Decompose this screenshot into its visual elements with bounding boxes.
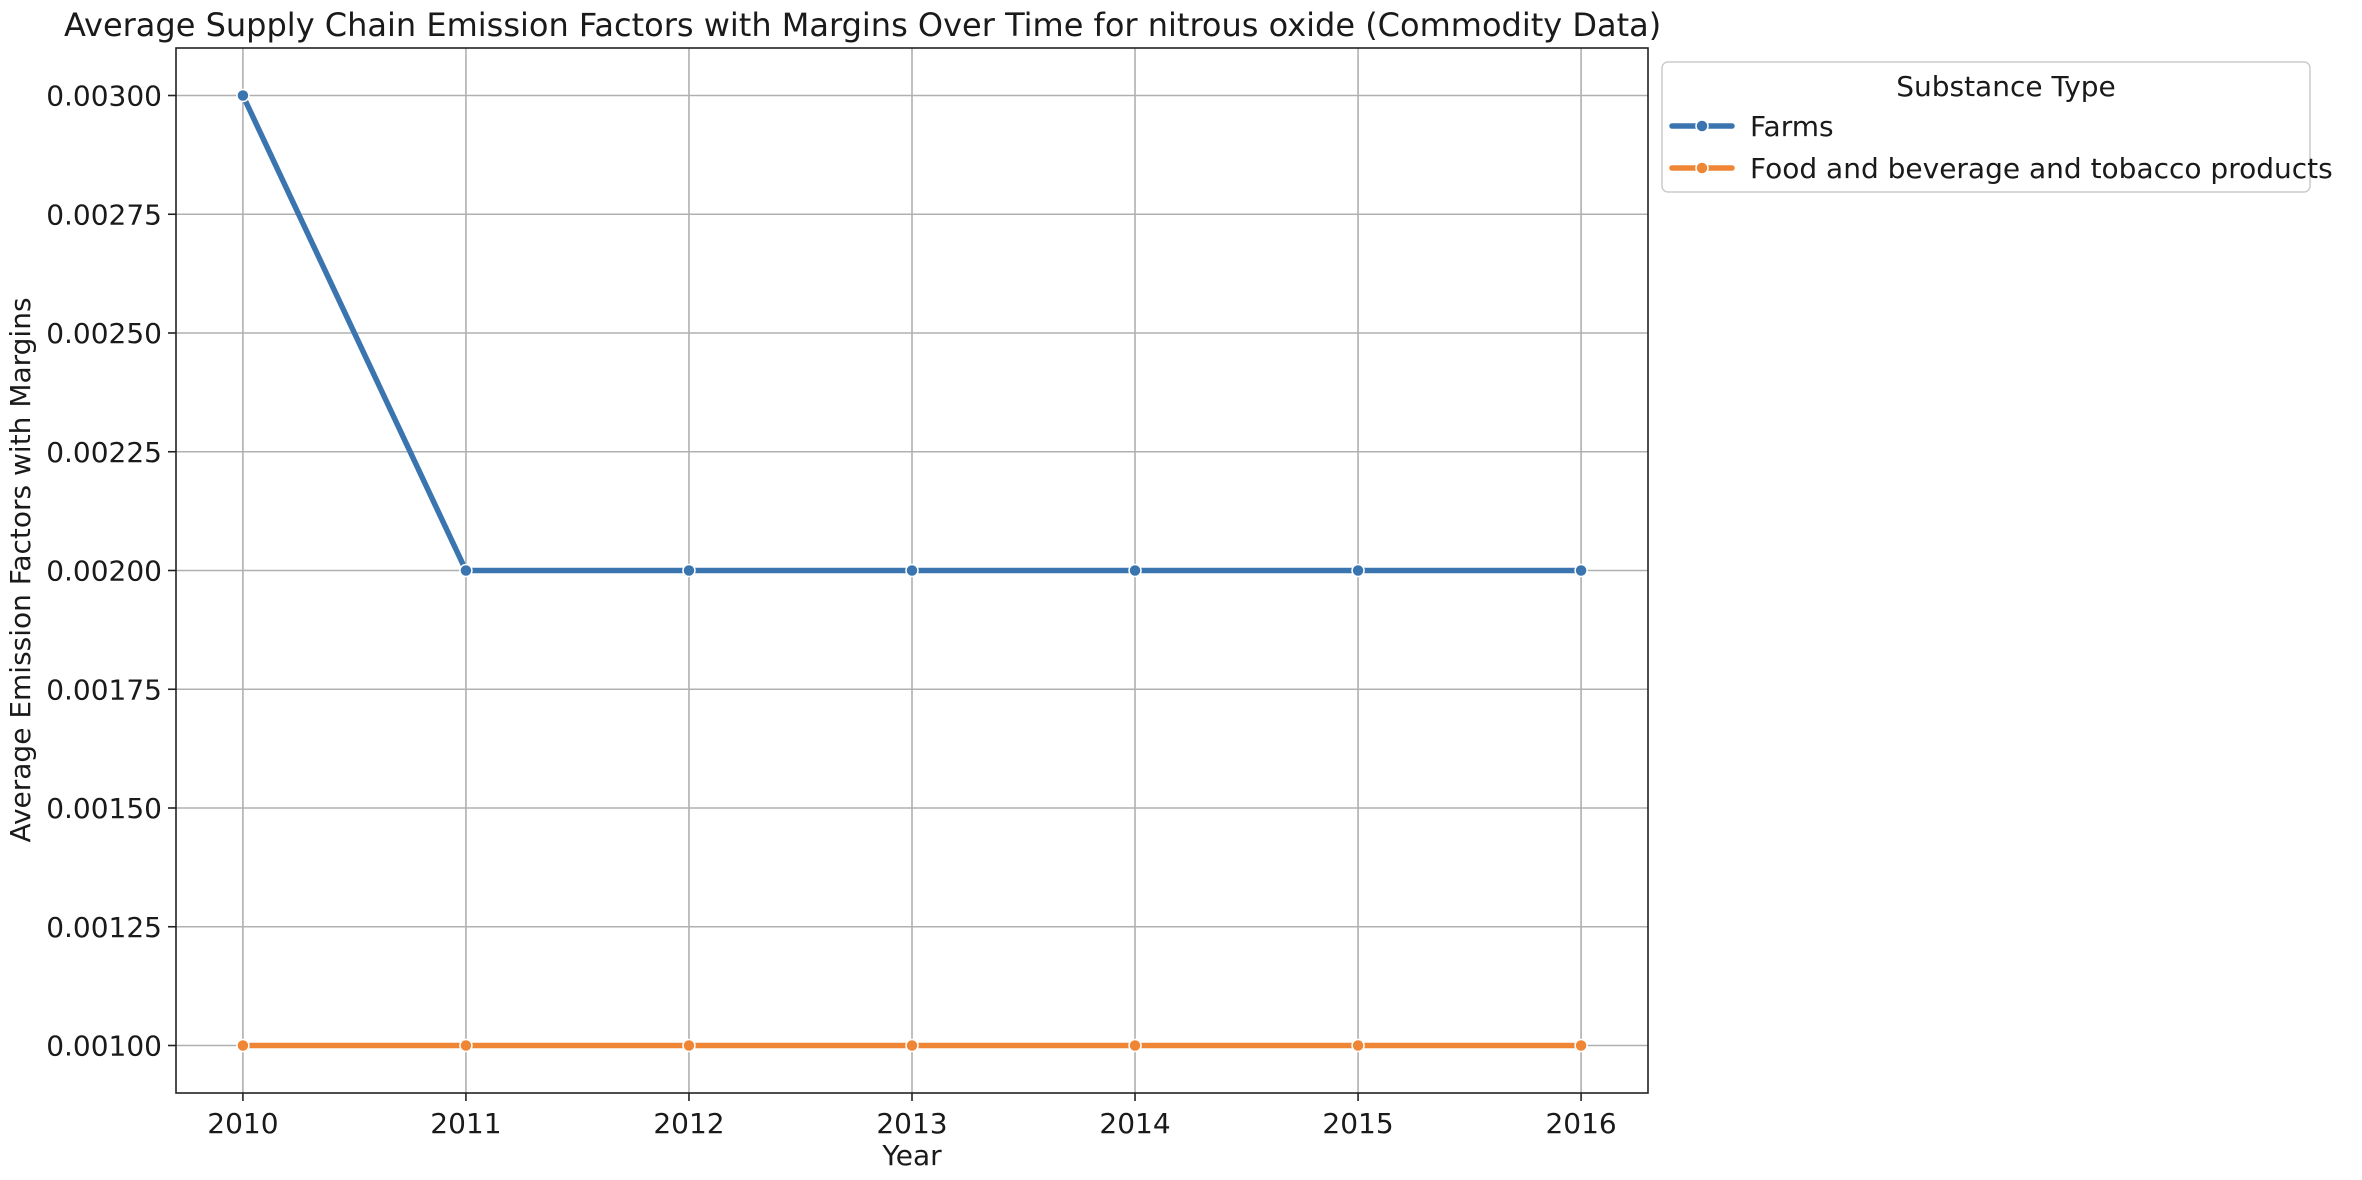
data-point [905, 563, 919, 578]
data-point [1574, 1038, 1588, 1053]
x-tick-label: 2011 [430, 1107, 501, 1140]
y-tick-label: 0.00250 [46, 317, 162, 350]
legend-items: Farms Food and beverage and tobacco produ… [1669, 110, 2333, 185]
legend-frame [1661, 61, 2311, 193]
data-point [1351, 563, 1365, 578]
chart-title: Average Supply Chain Emission Factors wi… [64, 6, 1661, 44]
series-1 [236, 1038, 1588, 1053]
y-tick-label: 0.00225 [46, 436, 162, 469]
legend-item: Food and beverage and tobacco products [1669, 152, 2333, 185]
legend: Substance Type Farms Food and beverage an… [1661, 61, 2333, 193]
data-point [682, 563, 696, 578]
y-axis-label: Average Emission Factors with Margins [4, 297, 37, 842]
data-point [236, 88, 250, 103]
y-tick-label: 0.00100 [46, 1030, 162, 1063]
series-0 [236, 88, 1588, 578]
x-tick-label: 2013 [876, 1107, 947, 1140]
x-axis: 2010 2011 2012 2013 2014 2015 2016 [207, 1093, 1617, 1140]
data-point [1128, 563, 1142, 578]
y-tick-label: 0.00200 [46, 555, 162, 588]
x-tick-label: 2014 [1099, 1107, 1170, 1140]
y-tick-label: 0.00300 [46, 80, 162, 113]
legend-label: Farms [1750, 110, 1834, 143]
legend-swatch-marker [1695, 161, 1709, 175]
y-tick-label: 0.00125 [46, 911, 162, 944]
data-point [1351, 1038, 1365, 1053]
data-point [905, 1038, 919, 1053]
x-tick-label: 2015 [1322, 1107, 1393, 1140]
data-point [1128, 1038, 1142, 1053]
y-tick-label: 0.00150 [46, 792, 162, 825]
legend-label: Food and beverage and tobacco products [1750, 152, 2333, 185]
x-tick-label: 2012 [653, 1107, 724, 1140]
legend-title: Substance Type [1896, 70, 2116, 103]
x-tick-label: 2010 [207, 1107, 278, 1140]
y-tick-label: 0.00175 [46, 673, 162, 706]
data-point [1574, 563, 1588, 578]
legend-swatch-marker [1695, 119, 1709, 133]
data-point [236, 1038, 250, 1053]
y-tick-label: 0.00275 [46, 198, 162, 231]
legend-item: Farms [1669, 110, 1834, 143]
y-axis: 0.00100 0.00125 0.00150 0.00175 0.00200 0.002… [46, 80, 176, 1063]
x-axis-label: Year [881, 1139, 942, 1172]
data-point [459, 1038, 473, 1053]
series-group [236, 88, 1588, 1053]
data-point [459, 563, 473, 578]
data-point [682, 1038, 696, 1053]
x-tick-label: 2016 [1545, 1107, 1616, 1140]
